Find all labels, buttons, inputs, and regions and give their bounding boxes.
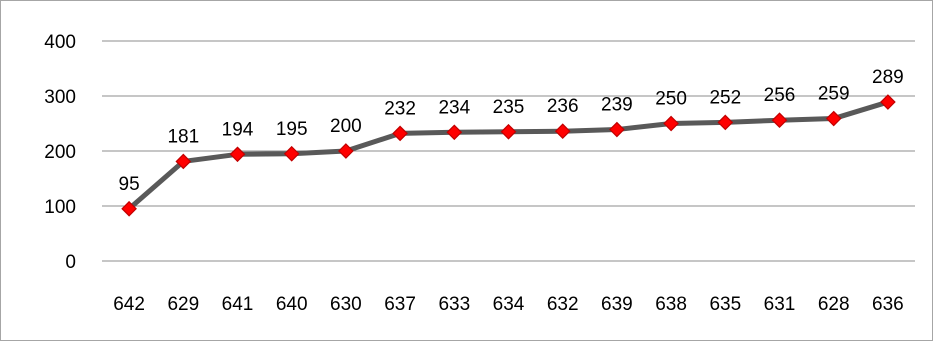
data-label: 235 <box>493 97 525 118</box>
data-point-marker <box>338 143 354 159</box>
data-point-marker <box>283 145 300 162</box>
x-tick-label: 642 <box>113 294 145 315</box>
data-label: 195 <box>276 119 308 140</box>
x-tick-label: 634 <box>493 294 525 315</box>
data-point-marker <box>121 200 137 217</box>
data-label: 250 <box>655 89 687 110</box>
x-tick-label: 628 <box>818 294 850 315</box>
x-axis-tick-labels: 642 629 641 640 630 637 633 634 632 639 638 635 631 6… <box>113 294 904 315</box>
y-tick-label: 400 <box>44 32 76 53</box>
x-tick-label: 629 <box>167 294 199 315</box>
x-tick-label: 631 <box>764 294 796 315</box>
data-label: 95 <box>119 174 140 195</box>
x-tick-label: 636 <box>872 294 904 315</box>
x-tick-label: 640 <box>276 294 308 315</box>
data-label: 239 <box>601 95 633 116</box>
series-markers <box>121 94 896 217</box>
y-tick-label: 100 <box>44 197 76 218</box>
data-label: 181 <box>167 126 199 147</box>
data-label: 200 <box>330 116 362 137</box>
x-tick-label: 638 <box>655 294 687 315</box>
data-label: 232 <box>384 98 416 119</box>
y-tick-label: 200 <box>44 142 76 163</box>
data-point-marker <box>609 121 625 138</box>
data-point-marker <box>446 124 463 141</box>
data-label: 194 <box>222 119 254 140</box>
y-axis-tick-labels: 0 100 200 300 400 <box>44 32 76 273</box>
data-point-marker <box>554 123 571 140</box>
x-tick-label: 641 <box>222 294 254 315</box>
x-tick-label: 633 <box>438 294 470 315</box>
x-tick-label: 639 <box>601 294 633 315</box>
data-point-marker <box>663 115 679 132</box>
x-tick-label: 637 <box>384 294 416 315</box>
gridlines <box>102 40 915 262</box>
data-point-marker <box>880 94 896 110</box>
data-point-marker <box>717 114 734 131</box>
data-point-marker <box>229 146 246 163</box>
data-label: 289 <box>872 67 904 88</box>
data-point-marker <box>825 110 842 127</box>
y-tick-label: 300 <box>44 87 76 108</box>
x-tick-label: 630 <box>330 294 362 315</box>
data-label: 234 <box>438 97 470 118</box>
data-label: 256 <box>764 85 796 106</box>
data-label: 252 <box>709 87 741 108</box>
data-label: 259 <box>818 84 850 105</box>
x-tick-label: 632 <box>547 294 579 315</box>
data-labels: 95 181 194 195 200 232 234 235 236 239 250 252 256 25… <box>119 67 904 195</box>
data-label: 236 <box>547 96 579 117</box>
data-point-marker <box>175 153 192 170</box>
data-point-marker <box>392 125 408 142</box>
data-point-marker <box>500 123 517 140</box>
x-tick-label: 635 <box>709 294 741 315</box>
data-point-marker <box>771 112 788 129</box>
y-tick-label: 0 <box>65 252 76 273</box>
